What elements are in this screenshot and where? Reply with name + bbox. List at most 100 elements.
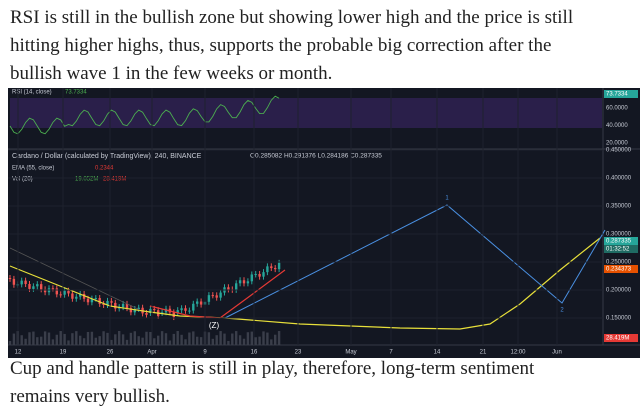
candle bbox=[114, 302, 117, 309]
volume-bar bbox=[86, 331, 90, 345]
volume-bar bbox=[24, 338, 27, 345]
volume-bar bbox=[47, 332, 51, 345]
price-tick-label: 0.150000 bbox=[606, 316, 632, 322]
volume-bar bbox=[82, 338, 86, 345]
candle bbox=[137, 307, 140, 310]
volume-bar bbox=[250, 331, 253, 345]
volume-bar bbox=[231, 333, 234, 345]
volume-bar bbox=[121, 334, 125, 345]
candle bbox=[149, 308, 152, 313]
volume-bar bbox=[215, 335, 218, 345]
volume-bar bbox=[262, 331, 265, 345]
volume-bar bbox=[266, 332, 269, 345]
volume-bar bbox=[98, 336, 101, 345]
rsi-band bbox=[10, 98, 602, 128]
candle bbox=[36, 284, 39, 287]
candle bbox=[82, 293, 86, 299]
candle bbox=[180, 308, 183, 311]
volume-bar bbox=[211, 338, 214, 345]
volume-bar bbox=[153, 338, 156, 345]
candle bbox=[258, 273, 261, 277]
volume-bar bbox=[133, 331, 136, 345]
volume-bar bbox=[55, 334, 58, 345]
rsi-tick-label: 60.0000 bbox=[606, 105, 628, 111]
x-tick-label: 7 bbox=[389, 350, 393, 356]
volume-bar bbox=[141, 337, 144, 345]
volume-bar bbox=[137, 336, 140, 345]
volume-bar bbox=[59, 331, 62, 345]
chart-image: 1 2 (Z) RSI (14, close) 73.7334 Cardano … bbox=[8, 88, 640, 358]
candle bbox=[219, 292, 222, 298]
volume-bar bbox=[43, 331, 47, 345]
candle bbox=[8, 278, 12, 279]
candle bbox=[43, 289, 47, 293]
rsi-label: RSI (14, close) bbox=[12, 90, 52, 96]
candle bbox=[235, 283, 238, 290]
volume-bar bbox=[102, 331, 105, 345]
volume-bar bbox=[51, 339, 55, 345]
candle bbox=[153, 308, 156, 311]
line: RSI is still in the bullish zone but sho… bbox=[10, 7, 574, 28]
line: bullish wave 1 in the few weeks or month… bbox=[10, 63, 333, 84]
background bbox=[8, 88, 640, 358]
volume-bar bbox=[172, 333, 175, 345]
price-tick-label: 0.350000 bbox=[606, 204, 632, 210]
volume-bar bbox=[188, 332, 191, 345]
main-title: Cardano / Dollar (calculated by TradingV… bbox=[12, 153, 202, 160]
candle bbox=[160, 312, 164, 314]
candle bbox=[254, 273, 257, 275]
volume-bar bbox=[149, 332, 152, 345]
volume-bar bbox=[184, 339, 187, 345]
volume-bar bbox=[63, 333, 66, 345]
volume-bar bbox=[20, 335, 23, 345]
wave-label: 2 bbox=[560, 308, 564, 314]
vol-label: Vol (20) bbox=[12, 177, 33, 183]
line: Cup and handle pattern is still in play,… bbox=[10, 358, 535, 379]
candle bbox=[71, 293, 74, 299]
rsi-value: 73.7334 bbox=[65, 90, 87, 96]
candle bbox=[24, 280, 27, 285]
candle bbox=[277, 262, 281, 270]
volume-bar bbox=[75, 331, 78, 345]
volume-bar bbox=[168, 340, 172, 345]
volume-bar bbox=[79, 335, 82, 345]
candle bbox=[94, 298, 97, 300]
volume-bar bbox=[242, 338, 246, 345]
volume-bar bbox=[180, 334, 183, 345]
vol-value: 28.419M bbox=[103, 177, 126, 183]
volume-bar bbox=[235, 331, 238, 345]
rsi-tag bbox=[604, 90, 638, 98]
volume-bar bbox=[114, 334, 117, 345]
volume-bar bbox=[164, 333, 168, 345]
candle bbox=[176, 310, 179, 313]
price-tick-label: 0.250000 bbox=[606, 260, 632, 266]
paragraph: RSI is still in the bullish zone but sho… bbox=[10, 4, 573, 88]
paragraph: Cup and handle pattern is still in play,… bbox=[10, 355, 534, 411]
candle bbox=[63, 290, 66, 295]
volume-bar bbox=[28, 332, 31, 345]
candle bbox=[242, 280, 246, 284]
ohlc: O0.285082 H0.291376 L0.284186 C0.287335 bbox=[250, 153, 382, 160]
candle bbox=[188, 310, 191, 312]
candle bbox=[125, 303, 129, 309]
candle bbox=[75, 296, 78, 299]
x-tick-label: 23 bbox=[295, 350, 302, 356]
ema-value: 0.2344 bbox=[95, 166, 114, 172]
candle bbox=[106, 300, 109, 305]
wave-label: (Z) bbox=[209, 321, 220, 330]
candle bbox=[196, 301, 199, 304]
volume-bar bbox=[106, 332, 109, 345]
volume-bar bbox=[219, 331, 222, 345]
candle bbox=[110, 300, 113, 303]
timer-tag bbox=[604, 245, 638, 253]
volume-bar bbox=[145, 331, 148, 345]
candle bbox=[20, 280, 23, 285]
x-tick-label: 9 bbox=[203, 350, 207, 356]
candle bbox=[28, 284, 31, 289]
volume-bar bbox=[254, 337, 257, 345]
candle bbox=[40, 284, 43, 290]
timer-text: 01:32:52 bbox=[606, 247, 630, 253]
rsi-tag-text: 73.7334 bbox=[606, 92, 628, 98]
x-tick-label: 21 bbox=[480, 350, 487, 356]
